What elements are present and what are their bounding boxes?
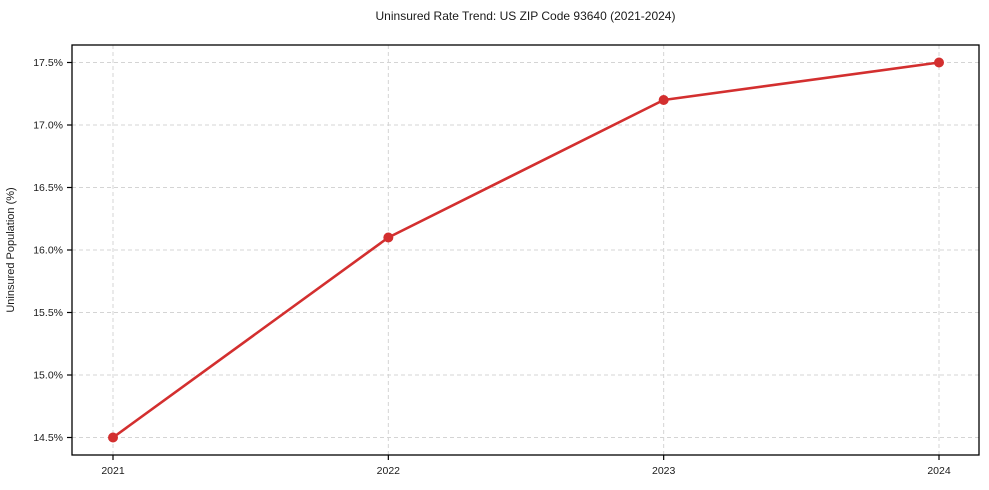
y-axis-label: Uninsured Population (%) (5, 187, 17, 312)
plot-border (71, 44, 980, 456)
y-tick-label: 16.5% (33, 182, 63, 194)
x-tick-label: 2022 (377, 465, 401, 477)
plot-area (72, 45, 979, 455)
chart-title: Uninsured Rate Trend: US ZIP Code 93640 … (376, 9, 676, 23)
x-tick-label: 2021 (101, 465, 125, 477)
data-point-marker (108, 432, 118, 443)
y-tick-label: 15.0% (33, 370, 63, 382)
data-point-marker (383, 232, 394, 243)
x-tick-label: 2024 (927, 465, 951, 477)
data-point-marker (934, 57, 944, 68)
y-tick-label: 16.0% (33, 245, 63, 257)
trend-line (111, 61, 941, 439)
y-tick-label: 17.0% (33, 120, 63, 132)
axis-ticks (67, 61, 940, 460)
gridlines (72, 45, 979, 455)
tick-labels: 14.5% 15.0% 15.5% 16.0% 16.5% 17.0% 17.5% 2021 2… (33, 57, 951, 477)
x-tick-label: 2023 (652, 465, 676, 477)
data-series (108, 57, 944, 443)
data-point-marker (658, 95, 669, 105)
y-tick-label: 17.5% (33, 57, 63, 69)
y-tick-label: 14.5% (33, 432, 63, 444)
y-tick-label: 15.5% (33, 307, 63, 319)
